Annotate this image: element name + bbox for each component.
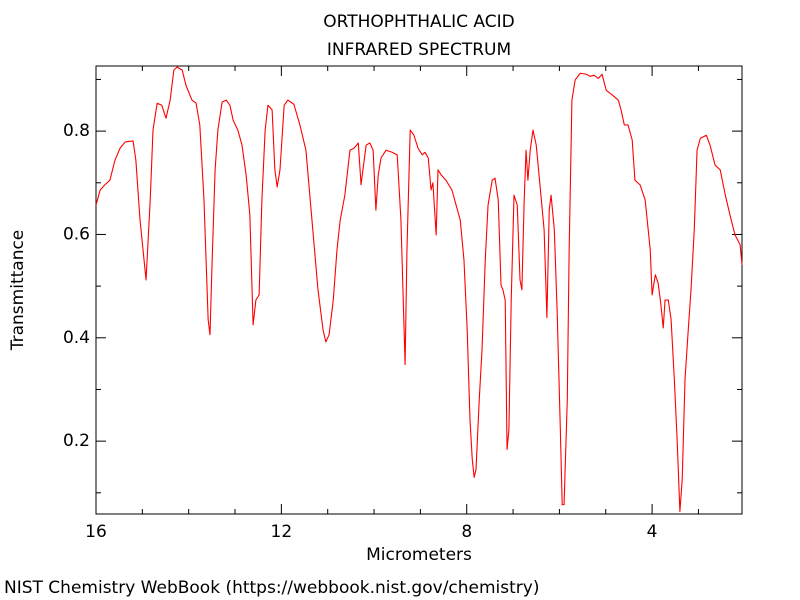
x-tick-label: 4 <box>647 522 658 542</box>
x-tick-label: 16 <box>85 522 107 542</box>
spectrum-line <box>95 66 743 512</box>
y-tick-label: 0.2 <box>63 431 90 451</box>
x-tick-label: 8 <box>461 522 472 542</box>
y-tick-label: 0.8 <box>63 121 90 141</box>
y-axis-label: Transmittance <box>8 230 28 352</box>
x-axis-label: Micrometers <box>366 545 472 565</box>
chart-title: ORTHOPHTHALIC ACID <box>323 12 514 32</box>
chart-subtitle: INFRARED SPECTRUM <box>327 40 511 60</box>
y-tick-label: 0.4 <box>63 328 90 348</box>
y-tick-label: 0.6 <box>63 224 90 244</box>
x-tick-label: 12 <box>271 522 293 542</box>
footer: NIST Chemistry WebBook (https://webbook.… <box>4 578 539 598</box>
plot-frame <box>95 65 743 515</box>
